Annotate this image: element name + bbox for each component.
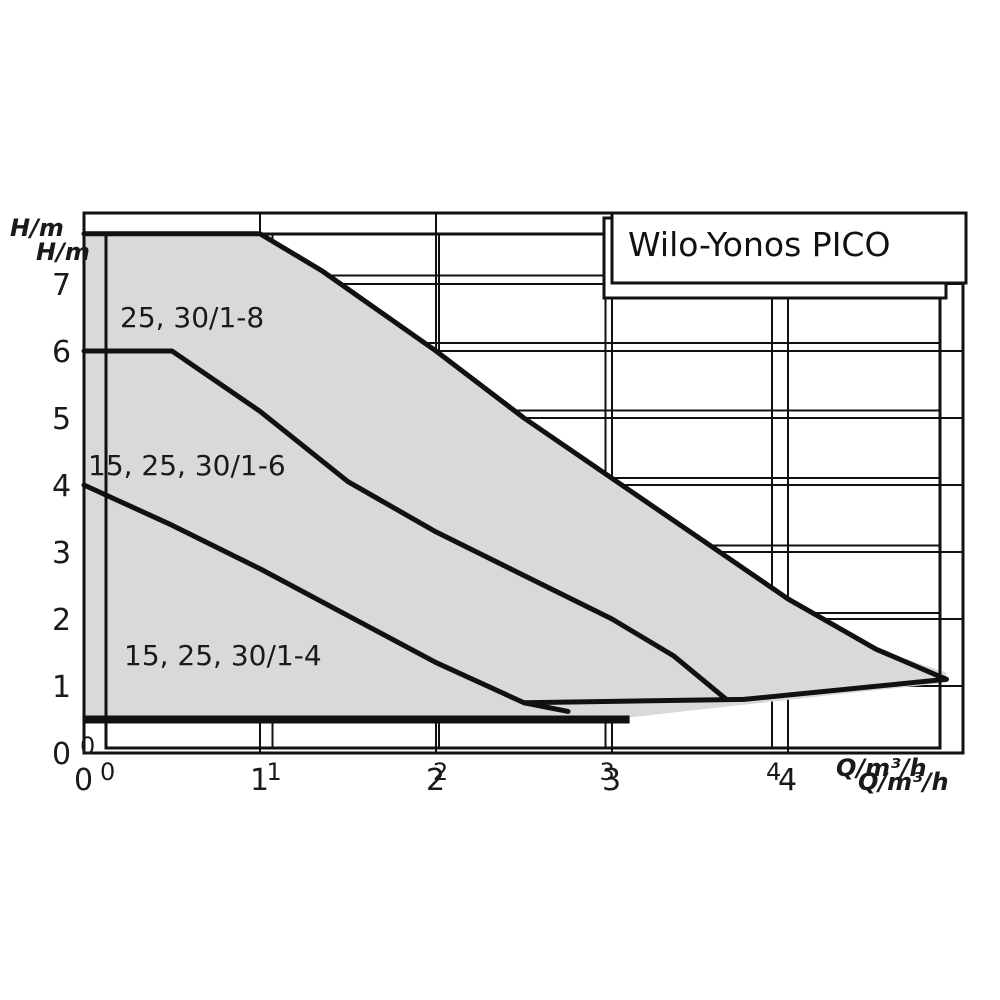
y-tick-label: 4 <box>52 469 71 504</box>
curves <box>81 231 949 714</box>
y-axis-label: H/m <box>10 214 64 242</box>
x-tick-label-ghost: 3 <box>600 758 615 786</box>
y-tick-label: 2 <box>52 603 71 638</box>
y-tick-label-ghost: 0 <box>80 732 95 760</box>
x-ticks: 0 0 11 22 33 44 <box>74 758 797 798</box>
title-box <box>610 211 968 285</box>
curve-label-1-6: 15, 25, 30/1-6 <box>88 449 286 482</box>
x-tick-label: 4 <box>778 763 797 798</box>
x-tick-label-ghost: 2 <box>433 758 448 786</box>
curve-1 <box>81 348 729 702</box>
x-tick-label: 2 <box>426 763 445 798</box>
curve-3 <box>521 676 949 706</box>
x-axis-label: Q/m³/h <box>836 754 927 782</box>
curve-label-1-8: 25, 30/1-8 <box>120 301 264 334</box>
plot-frame-inner <box>104 232 942 750</box>
x-tick-label-ghost: 0 <box>100 758 115 786</box>
y-axis-label-ghost: H/m <box>36 238 90 266</box>
x-tick-label-ghost: 4 <box>766 758 781 786</box>
y-tick-label: 1 <box>52 670 71 705</box>
y-tick-label: 3 <box>52 536 71 571</box>
plot-frame <box>82 211 965 755</box>
x-tick-label: 0 <box>74 763 93 798</box>
curve-label-1-4: 15, 25, 30/1-4 <box>124 639 322 672</box>
y-tick-label: 5 <box>52 402 71 437</box>
y-tick-label: 0 <box>52 737 71 772</box>
y-tick-label: 6 <box>52 335 71 370</box>
x-tick-label-ghost: 1 <box>267 758 282 786</box>
chart-title: Wilo-Yonos PICO <box>628 225 890 264</box>
x-axis-label-ghost: Q/m³/h <box>858 768 949 796</box>
x-tick-label: 1 <box>250 763 269 798</box>
x-tick-label: 3 <box>602 763 621 798</box>
operating-envelope <box>84 233 947 720</box>
y-tick-label: 7 <box>52 268 71 303</box>
curve-0 <box>81 231 949 682</box>
